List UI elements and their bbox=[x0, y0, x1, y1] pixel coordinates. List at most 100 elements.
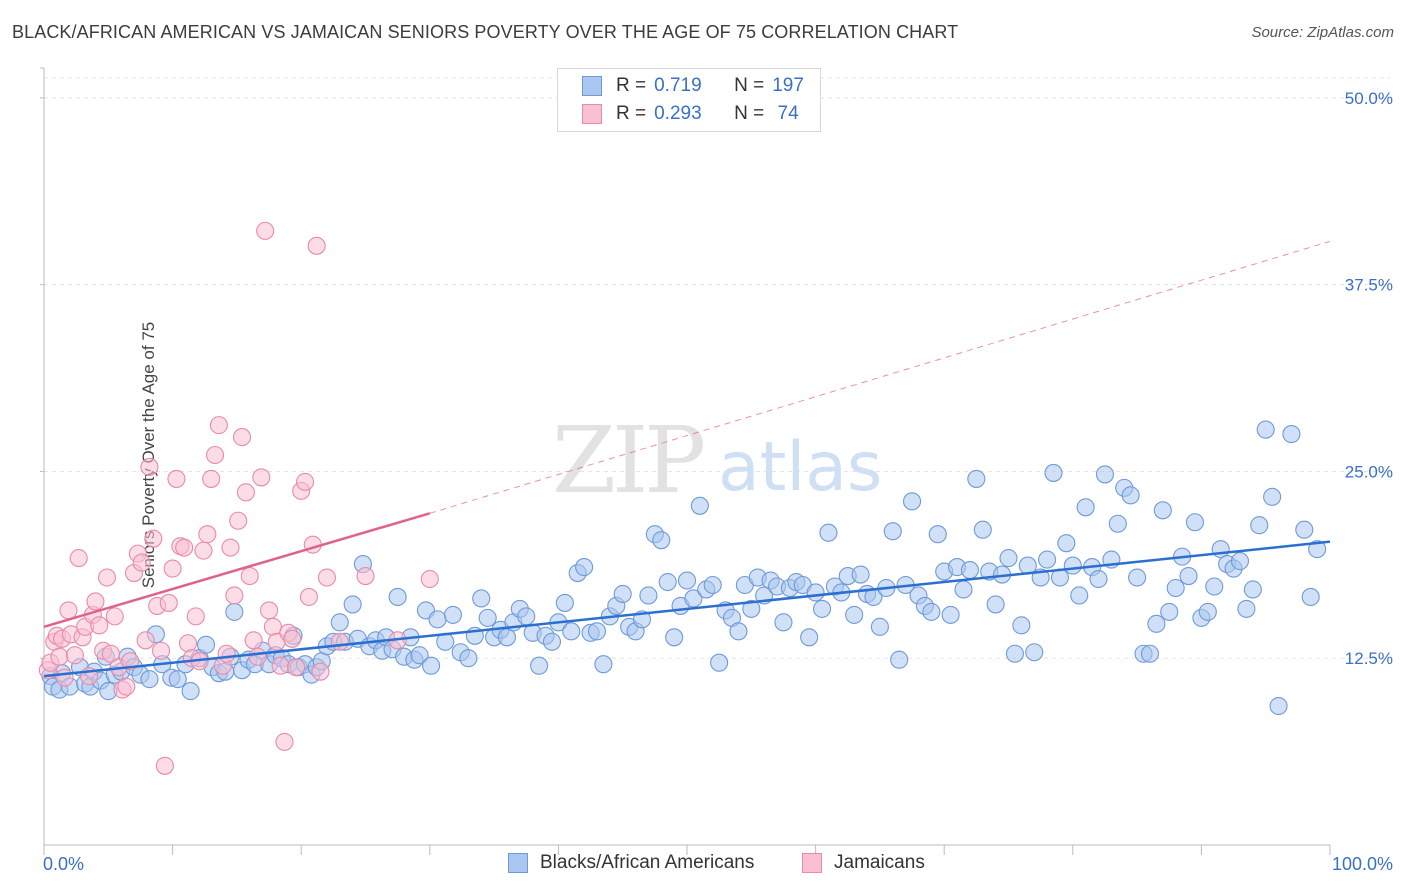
jamaicans-point bbox=[175, 538, 194, 557]
blacks-point bbox=[555, 593, 574, 612]
blacks-point bbox=[677, 571, 697, 590]
blacks-point bbox=[1237, 599, 1256, 618]
jamaicans-point bbox=[97, 568, 117, 587]
blacks-point bbox=[1128, 568, 1147, 587]
jamaicans-point bbox=[217, 644, 236, 663]
blacks-point bbox=[225, 602, 244, 621]
legend-item-blacks[interactable]: Blacks/African Americans bbox=[508, 852, 754, 874]
jamaicans-point bbox=[229, 511, 248, 530]
blacks-point bbox=[562, 622, 581, 641]
legend-row-blacks: R = 0.719 N = 197 bbox=[582, 73, 804, 99]
blacks-point bbox=[428, 610, 447, 629]
jamaicans-point bbox=[259, 601, 279, 620]
jamaicans-point bbox=[232, 428, 252, 447]
legend-row-jamaicans: R = 0.293 N = 74 bbox=[582, 101, 799, 127]
jamaicans-point bbox=[101, 644, 120, 663]
jamaicans-point bbox=[132, 553, 151, 572]
blacks-point bbox=[1263, 487, 1282, 506]
blacks-point bbox=[1095, 465, 1114, 484]
series-jamaicans-points bbox=[38, 221, 439, 775]
jamaicans-point bbox=[105, 607, 124, 626]
source-label: Source: ZipAtlas.com bbox=[1251, 24, 1394, 41]
blacks-point bbox=[729, 622, 748, 641]
blacks-point bbox=[652, 531, 671, 550]
blacks-point bbox=[542, 632, 562, 651]
jamaicans-point bbox=[307, 236, 326, 255]
blacks-point bbox=[1282, 425, 1301, 444]
x-tick-label: 100.0% bbox=[1332, 854, 1393, 874]
axes bbox=[40, 67, 1331, 855]
blacks-point bbox=[443, 605, 462, 624]
y-tick-label: 50.0% bbox=[1345, 89, 1393, 108]
jamaicans-point bbox=[90, 616, 109, 635]
jamaicans-point bbox=[256, 221, 275, 240]
blacks-point bbox=[587, 622, 607, 641]
blacks-point bbox=[1044, 463, 1063, 482]
jamaicans-point bbox=[263, 617, 282, 636]
jamaicans-point bbox=[178, 634, 198, 653]
legend-r-value: 0.719 bbox=[654, 75, 702, 96]
jamaicans-point bbox=[136, 631, 155, 650]
blacks-point bbox=[1121, 486, 1140, 505]
jamaicans-point bbox=[55, 668, 74, 687]
blacks-point bbox=[410, 646, 429, 665]
jamaicans-point bbox=[202, 469, 221, 488]
blacks-point bbox=[1005, 644, 1024, 663]
jamaicans-point bbox=[86, 592, 105, 611]
legend-r-value: 0.293 bbox=[654, 103, 702, 124]
blacks-point bbox=[613, 584, 632, 604]
jamaicans-point bbox=[69, 549, 88, 568]
legend-r-label: R = bbox=[616, 103, 647, 124]
legend-item-jamaicans[interactable]: Jamaicans bbox=[802, 852, 925, 874]
blacks-point bbox=[530, 656, 549, 675]
x-tick-label: 0.0% bbox=[43, 854, 84, 874]
jamaicans-point bbox=[330, 632, 349, 651]
blacks-point bbox=[684, 589, 703, 608]
jamaicans-point bbox=[248, 647, 267, 666]
blacks-point bbox=[1308, 540, 1327, 559]
blacks-point bbox=[517, 607, 536, 626]
legend-n-value: 197 bbox=[772, 75, 804, 96]
jamaicans-point bbox=[117, 677, 136, 696]
blacks-point bbox=[806, 583, 825, 602]
trend-lines bbox=[43, 240, 1331, 678]
legend-label-blacks: Blacks/African Americans bbox=[540, 852, 755, 873]
jamaicans-point bbox=[194, 541, 213, 560]
blacks-point bbox=[594, 655, 613, 674]
jamaicans-point bbox=[244, 631, 263, 650]
blacks-point bbox=[845, 605, 864, 624]
blacks-point bbox=[658, 572, 677, 592]
blacks-point bbox=[422, 656, 441, 675]
y-tick-label: 25.0% bbox=[1345, 462, 1393, 481]
series-blacks-points bbox=[41, 420, 1327, 716]
blacks-point bbox=[999, 549, 1018, 568]
watermark-zip: ZIP bbox=[552, 407, 703, 514]
blacks-point bbox=[1166, 578, 1185, 598]
blacks-point bbox=[710, 653, 729, 672]
jamaicans-point bbox=[140, 457, 159, 477]
jamaicans-point bbox=[296, 472, 315, 491]
blacks-point bbox=[575, 558, 594, 577]
jamaicans-point bbox=[59, 601, 78, 620]
blacks-point bbox=[1250, 516, 1269, 535]
legend-swatch-pink bbox=[582, 104, 602, 124]
watermark-atlas: atlas bbox=[718, 428, 882, 507]
blacks-point bbox=[812, 599, 832, 618]
jamaicans-point bbox=[186, 607, 205, 626]
blacks-point bbox=[870, 617, 889, 636]
blacks-point bbox=[1230, 552, 1250, 571]
blacks-point bbox=[941, 605, 960, 624]
blacks-point bbox=[1076, 498, 1095, 517]
jamaicans-point bbox=[163, 559, 182, 578]
jamaicans-point bbox=[159, 593, 178, 612]
blacks-point bbox=[1295, 520, 1314, 539]
legend-n-label: N = bbox=[734, 75, 765, 96]
blacks-point bbox=[181, 682, 200, 701]
blacks-point bbox=[967, 469, 986, 488]
blacks-point bbox=[928, 525, 947, 544]
blacks-point bbox=[742, 599, 761, 618]
y-tick-label: 12.5% bbox=[1345, 649, 1393, 668]
blacks-point bbox=[851, 565, 870, 584]
jamaicans-point bbox=[155, 756, 174, 775]
